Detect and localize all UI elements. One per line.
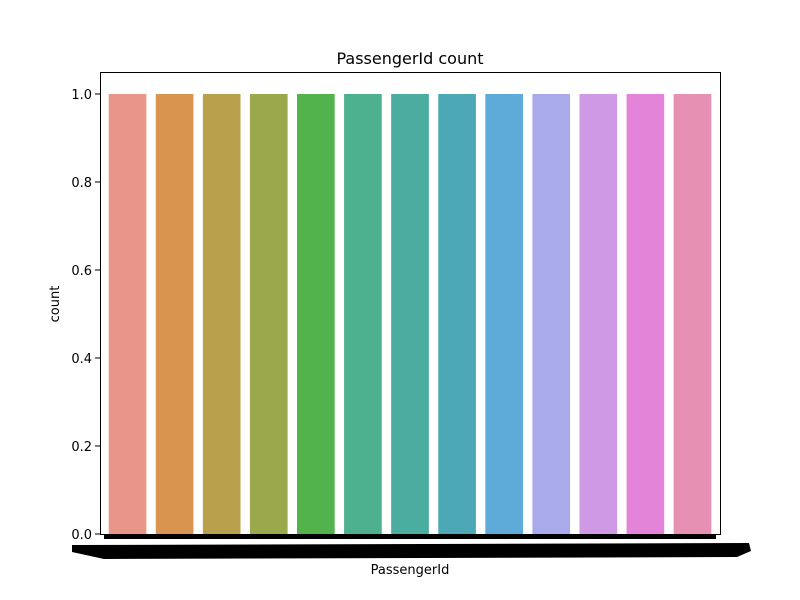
x-axis-label: PassengerId bbox=[371, 563, 450, 578]
bar bbox=[155, 94, 194, 534]
x-axis bbox=[72, 534, 751, 559]
y-tick-label: 0.0 bbox=[71, 528, 92, 543]
bar bbox=[249, 94, 288, 534]
bar bbox=[673, 94, 712, 534]
bar bbox=[532, 94, 571, 534]
bar bbox=[438, 94, 476, 534]
y-tick-label: 0.6 bbox=[71, 264, 92, 279]
chart-title: PassengerId count bbox=[336, 49, 483, 68]
bar bbox=[202, 94, 241, 534]
bar bbox=[626, 94, 665, 534]
y-tick-label: 0.4 bbox=[71, 352, 92, 367]
y-axis: 0.0 0.2 0.4 0.6 0.8 1.0 bbox=[71, 88, 100, 543]
y-tick-label: 0.2 bbox=[71, 440, 92, 455]
y-tick-label: 0.8 bbox=[71, 176, 92, 191]
x-tick-marks-band bbox=[104, 534, 716, 539]
plot-frame bbox=[100, 72, 721, 535]
y-axis-label: count bbox=[48, 286, 63, 323]
bar bbox=[579, 94, 618, 534]
bar bbox=[485, 94, 523, 534]
bar bbox=[344, 94, 382, 534]
bar bbox=[108, 94, 147, 534]
bar bbox=[391, 94, 429, 534]
x-tick-labels-overlap bbox=[72, 543, 751, 559]
bars-layer bbox=[108, 94, 712, 534]
y-tick-label: 1.0 bbox=[71, 88, 92, 103]
bar bbox=[297, 94, 335, 534]
